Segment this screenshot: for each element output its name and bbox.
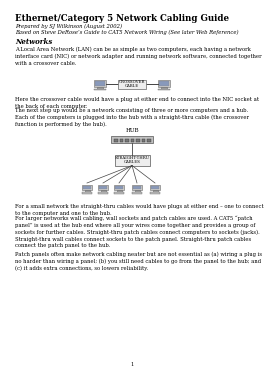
Text: Patch panels often make network cabling neater but are not essential as (a) wiri: Patch panels often make network cabling … bbox=[15, 252, 262, 271]
Text: The next step up would be a network consisting of three or more computers and a : The next step up would be a network cons… bbox=[15, 108, 249, 127]
Bar bbox=[94, 81, 106, 87]
Bar bbox=[132, 192, 142, 194]
Bar bbox=[158, 81, 170, 87]
Bar bbox=[147, 138, 150, 141]
Text: Here the crossover cable would have a plug at either end to connect into the NIC: Here the crossover cable would have a pl… bbox=[15, 97, 259, 109]
Bar bbox=[83, 186, 91, 189]
Bar bbox=[158, 89, 170, 90]
Text: For a small network the straight-thru cables would have plugs at either end – on: For a small network the straight-thru ca… bbox=[15, 204, 264, 216]
Bar bbox=[153, 190, 158, 192]
Bar bbox=[134, 190, 139, 192]
Bar bbox=[114, 185, 124, 190]
Bar bbox=[133, 186, 141, 189]
Bar bbox=[142, 138, 145, 141]
Bar bbox=[151, 186, 159, 189]
Text: Based on Steve DeRose’s Guide to CAT5 Network Wiring (See later Web Reference): Based on Steve DeRose’s Guide to CAT5 Ne… bbox=[15, 29, 238, 35]
Bar bbox=[99, 186, 107, 189]
Text: HUB: HUB bbox=[125, 128, 139, 133]
Text: Prepared by SJ Wilkinson (August 2002): Prepared by SJ Wilkinson (August 2002) bbox=[15, 24, 122, 29]
Bar bbox=[130, 138, 134, 141]
Bar bbox=[101, 190, 106, 192]
Bar bbox=[84, 190, 89, 192]
Bar bbox=[150, 192, 160, 194]
Bar bbox=[115, 154, 149, 166]
Bar bbox=[125, 138, 129, 141]
Bar bbox=[114, 192, 124, 194]
Bar bbox=[111, 136, 153, 143]
Bar bbox=[118, 79, 146, 88]
Text: Ethernet/Category 5 Network Cabling Guide: Ethernet/Category 5 Network Cabling Guid… bbox=[15, 14, 229, 23]
Bar bbox=[114, 138, 117, 141]
Text: STRAIGHT-THRU
CABLES: STRAIGHT-THRU CABLES bbox=[115, 156, 149, 164]
Text: For larger networks wall cabling, wall sockets and patch cables are used. A CAT5: For larger networks wall cabling, wall s… bbox=[15, 216, 260, 248]
Text: CROSSOVER
CABLE: CROSSOVER CABLE bbox=[119, 80, 145, 88]
Bar bbox=[115, 186, 123, 189]
Text: A Local Area Network (LAN) can be as simple as two computers, each having a netw: A Local Area Network (LAN) can be as sim… bbox=[15, 47, 262, 66]
Bar bbox=[95, 81, 105, 86]
Bar bbox=[120, 138, 123, 141]
Bar bbox=[82, 192, 92, 194]
Bar bbox=[159, 81, 169, 86]
Bar bbox=[150, 185, 160, 190]
Bar bbox=[136, 138, 139, 141]
Bar bbox=[116, 190, 121, 192]
Bar bbox=[94, 89, 106, 90]
Bar bbox=[82, 185, 92, 190]
Bar bbox=[132, 185, 142, 190]
Bar bbox=[97, 87, 103, 89]
Text: 1: 1 bbox=[130, 362, 134, 367]
Bar bbox=[98, 192, 108, 194]
Bar bbox=[161, 87, 167, 89]
Text: Networks: Networks bbox=[15, 38, 52, 46]
Bar bbox=[98, 185, 108, 190]
